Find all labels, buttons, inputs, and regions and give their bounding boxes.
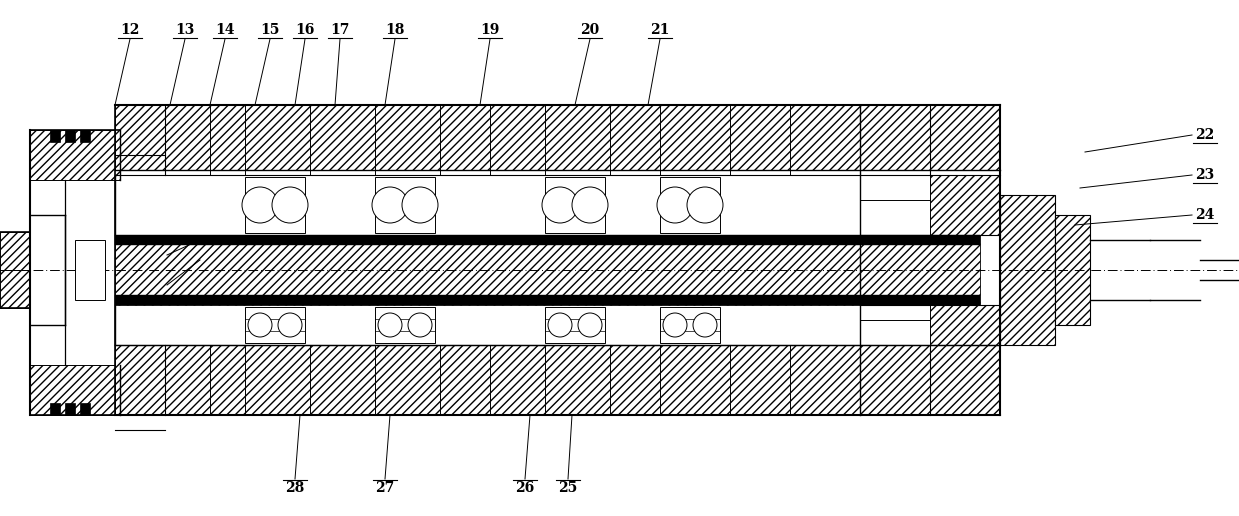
Circle shape [273, 187, 309, 223]
Bar [545, 307, 605, 343]
Circle shape [541, 187, 579, 223]
Bar [64, 130, 76, 142]
Bar [545, 177, 605, 233]
Circle shape [693, 313, 717, 337]
Bar [860, 105, 1000, 170]
Text: 16: 16 [295, 23, 315, 37]
Bar [76, 240, 105, 300]
Text: 26: 26 [515, 481, 534, 495]
Text: 24: 24 [1196, 208, 1214, 222]
Text: 22: 22 [1196, 128, 1214, 142]
Circle shape [378, 313, 401, 337]
Bar [115, 345, 1000, 415]
Circle shape [663, 313, 686, 337]
Bar [660, 177, 720, 233]
Bar [245, 307, 305, 343]
Bar [64, 403, 76, 415]
Bar [375, 177, 435, 233]
Bar [1054, 215, 1090, 325]
Circle shape [401, 187, 439, 223]
Bar [930, 305, 1000, 345]
Circle shape [548, 313, 572, 337]
Bar [115, 295, 980, 305]
Text: 25: 25 [559, 481, 577, 495]
Circle shape [408, 313, 432, 337]
Text: 18: 18 [385, 23, 405, 37]
Text: 14: 14 [216, 23, 234, 37]
Bar [245, 177, 305, 233]
Bar [0, 270, 30, 308]
Bar [30, 130, 120, 180]
Text: 27: 27 [375, 481, 395, 495]
Bar [660, 307, 720, 343]
Text: 28: 28 [285, 481, 305, 495]
Bar [115, 235, 980, 305]
Bar [81, 403, 90, 415]
Text: 13: 13 [175, 23, 195, 37]
Circle shape [248, 313, 273, 337]
Text: 17: 17 [331, 23, 349, 37]
Circle shape [686, 187, 724, 223]
Bar [30, 365, 120, 415]
Bar [115, 235, 980, 245]
Bar [0, 232, 30, 270]
Text: 21: 21 [650, 23, 670, 37]
Circle shape [372, 187, 408, 223]
Bar [115, 105, 1000, 170]
Circle shape [572, 187, 608, 223]
Text: 12: 12 [120, 23, 140, 37]
Bar [375, 307, 435, 343]
Bar [50, 403, 59, 415]
Bar [81, 130, 90, 142]
Text: 19: 19 [481, 23, 499, 37]
Bar [860, 320, 1000, 345]
Bar [1000, 195, 1054, 345]
Circle shape [278, 313, 302, 337]
Bar [860, 345, 1000, 415]
Bar [860, 175, 1000, 200]
Bar [50, 130, 59, 142]
Circle shape [579, 313, 602, 337]
Circle shape [242, 187, 278, 223]
Text: 20: 20 [580, 23, 600, 37]
Text: 23: 23 [1196, 168, 1214, 182]
Text: 15: 15 [260, 23, 280, 37]
Bar [930, 175, 1000, 235]
Circle shape [657, 187, 693, 223]
